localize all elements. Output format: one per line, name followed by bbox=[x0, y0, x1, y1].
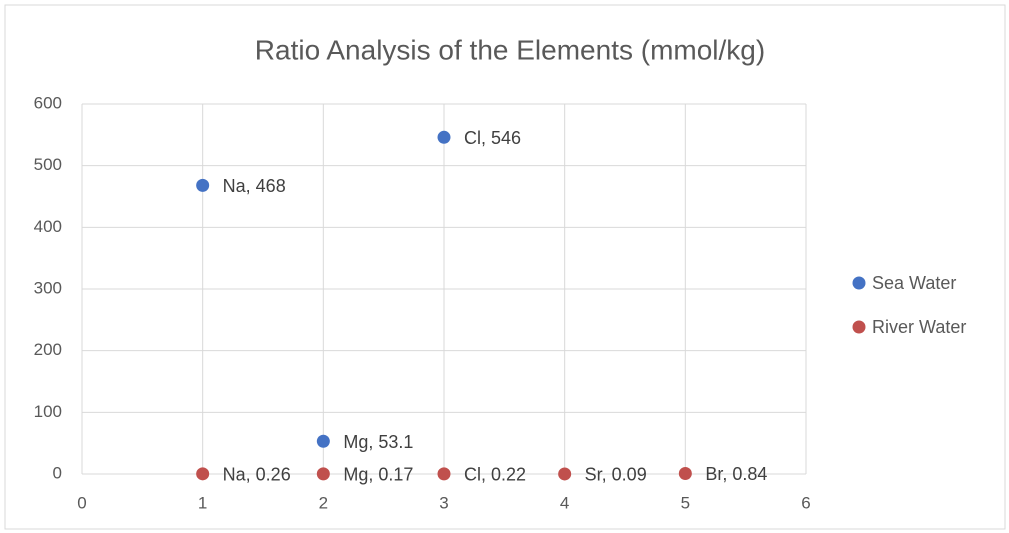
point bbox=[316, 434, 330, 448]
x-tick-label: 3 bbox=[439, 493, 448, 512]
y-tick-label: 500 bbox=[34, 155, 62, 174]
data-label: Cl, 546 bbox=[464, 128, 521, 148]
point bbox=[558, 467, 572, 481]
legend-marker bbox=[852, 320, 866, 334]
point bbox=[316, 467, 330, 481]
data-label: Sr, 0.09 bbox=[585, 465, 647, 485]
legend-label: Sea Water bbox=[872, 273, 956, 293]
legend-label: River Water bbox=[872, 317, 966, 337]
point bbox=[196, 178, 210, 192]
data-label: Cl, 0.22 bbox=[464, 465, 526, 485]
x-tick-label: 2 bbox=[319, 493, 328, 512]
chart-title: Ratio Analysis of the Elements (mmol/kg) bbox=[255, 34, 765, 65]
point bbox=[437, 130, 451, 144]
data-label: Mg, 0.17 bbox=[343, 465, 413, 485]
y-tick-label: 600 bbox=[34, 93, 62, 112]
x-tick-label: 0 bbox=[77, 493, 86, 512]
y-tick-label: 100 bbox=[34, 402, 62, 421]
data-label: Na, 468 bbox=[223, 176, 286, 196]
x-tick-label: 6 bbox=[801, 493, 810, 512]
point bbox=[196, 467, 210, 481]
chart-area bbox=[4, 4, 1006, 530]
x-tick-label: 5 bbox=[681, 493, 690, 512]
data-label: Br, 0.84 bbox=[705, 464, 767, 484]
x-tick-label: 4 bbox=[560, 493, 569, 512]
data-label: Na, 0.26 bbox=[223, 465, 291, 485]
y-tick-label: 400 bbox=[34, 217, 62, 236]
y-tick-label: 200 bbox=[34, 340, 62, 359]
data-label: Mg, 53.1 bbox=[343, 432, 413, 452]
y-tick-label: 0 bbox=[53, 463, 62, 482]
point bbox=[437, 467, 451, 481]
legend-marker bbox=[852, 276, 866, 290]
x-tick-label: 1 bbox=[198, 493, 207, 512]
y-tick-label: 300 bbox=[34, 278, 62, 297]
point bbox=[678, 466, 692, 480]
